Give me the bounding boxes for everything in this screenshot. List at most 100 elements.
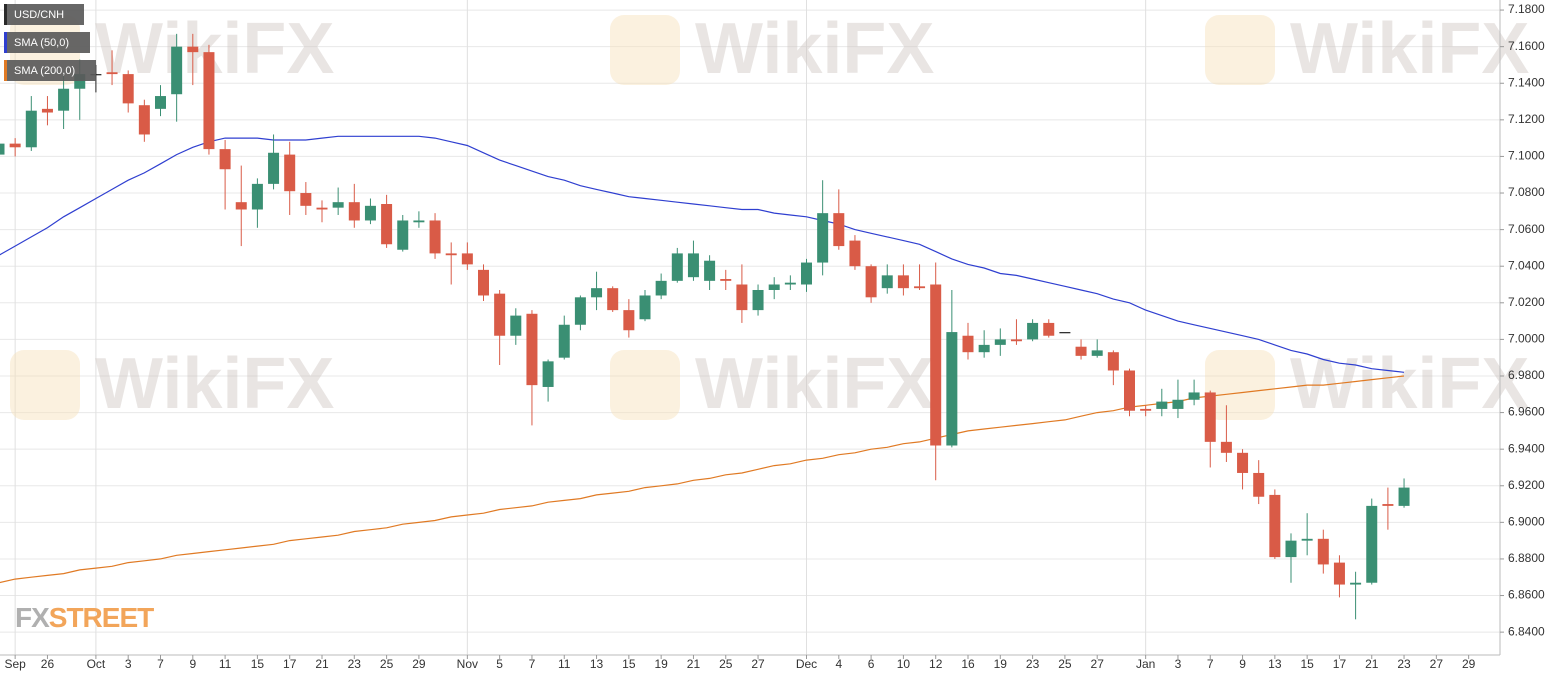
candle-body: [1398, 487, 1410, 506]
watermark: WikiFX: [95, 344, 334, 424]
x-tick-label: 11: [558, 657, 571, 671]
candle-body: [316, 207, 328, 210]
watermark-icon: [610, 15, 680, 85]
candle-body: [187, 46, 199, 53]
candle-body: [1366, 505, 1378, 583]
watermark: WikiFX: [95, 9, 334, 89]
candle-body: [849, 240, 861, 267]
candle-body: [1285, 540, 1297, 558]
candle-body: [1220, 441, 1232, 453]
x-tick-label: Sep: [4, 657, 26, 671]
watermark-icon: [1205, 15, 1275, 85]
candle-body: [655, 280, 667, 296]
candle-body: [768, 284, 780, 290]
x-tick-label: 17: [1333, 657, 1347, 671]
x-tick-label: 4: [835, 657, 842, 671]
x-tick-label: Oct: [87, 657, 106, 671]
legend-label: SMA (200,0): [14, 65, 75, 77]
candle-body: [1075, 346, 1087, 356]
candle-body: [994, 339, 1006, 345]
x-tick-label: Dec: [796, 657, 817, 671]
brand-prefix: FX: [15, 602, 50, 633]
candle-body: [865, 266, 877, 298]
candle-body: [881, 275, 893, 289]
candle-body: [1301, 538, 1313, 541]
x-tick-label: 5: [496, 657, 503, 671]
legend-box: [4, 4, 84, 25]
y-tick-label: 6.9800: [1508, 368, 1545, 382]
candle-body: [0, 143, 5, 155]
candle-body: [510, 315, 522, 336]
legend-swatch: [4, 4, 7, 25]
y-tick-label: 7.0400: [1508, 258, 1545, 272]
candle-body: [1156, 401, 1168, 409]
candle-body: [623, 310, 635, 331]
candle-body: [897, 275, 909, 289]
brand-logo: FXSTREET: [15, 602, 154, 633]
candle-body: [1043, 322, 1055, 336]
candle-body: [574, 297, 586, 325]
x-tick-label: 25: [719, 657, 733, 671]
candle-body: [41, 108, 53, 113]
candle-body: [1107, 352, 1119, 371]
x-tick-label: 7: [157, 657, 164, 671]
candle-body: [833, 213, 845, 247]
candle-body: [1027, 322, 1039, 340]
x-tick-label: 27: [1091, 657, 1105, 671]
candle-body: [542, 361, 554, 387]
watermark-icon: [1205, 350, 1275, 420]
x-tick-label: 23: [1026, 657, 1040, 671]
x-tick-label: 21: [1365, 657, 1379, 671]
watermarks: WikiFX WikiFX WikiFX WikiFX WikiFX WikiFX: [10, 9, 1529, 424]
candle-body: [171, 46, 183, 95]
candle-body: [106, 72, 118, 75]
axes: 6.8400 6.8600 6.8800 6.9000 6.9200 6.9400 6.96…: [4, 2, 1545, 671]
y-tick-label: 7.1200: [1508, 112, 1545, 126]
candle-body: [397, 220, 409, 250]
y-tick-label: 7.1400: [1508, 75, 1545, 89]
y-tick-label: 7.0600: [1508, 222, 1545, 236]
watermark: WikiFX: [695, 344, 934, 424]
x-tick-label: 16: [961, 657, 975, 671]
candle-body: [817, 213, 829, 263]
candle-body: [1091, 350, 1103, 356]
x-tick-label: 9: [1239, 657, 1246, 671]
candle-body: [364, 205, 376, 221]
y-tick-label: 6.8400: [1508, 624, 1545, 638]
candle-body: [461, 253, 473, 265]
candle-body: [25, 110, 37, 148]
candle-body: [1333, 562, 1345, 585]
candle-body: [268, 152, 280, 184]
candle-body: [1140, 408, 1152, 411]
x-tick-label: 23: [1397, 657, 1411, 671]
y-tick-label: 6.9400: [1508, 441, 1545, 455]
candle-body: [526, 313, 538, 386]
candle-body: [930, 284, 942, 446]
candle-body: [429, 220, 441, 254]
plot-area: [0, 33, 1410, 620]
legend-label: SMA (50,0): [14, 37, 69, 49]
candle-body: [1204, 392, 1216, 442]
y-tick-label: 7.0200: [1508, 295, 1545, 309]
watermark-icon: [610, 350, 680, 420]
x-tick-label: 19: [994, 657, 1008, 671]
candle-body: [607, 288, 619, 311]
y-tick-label: 6.9200: [1508, 478, 1545, 492]
legend-label: USD/CNH: [14, 9, 64, 21]
legend-swatch: [4, 32, 7, 53]
candle-body: [914, 286, 926, 289]
candle-body: [1124, 370, 1135, 411]
grid: [0, 0, 1500, 655]
y-tick-label: 7.1000: [1508, 149, 1545, 163]
y-tick-label: 7.1600: [1508, 39, 1545, 53]
x-tick-label: 21: [687, 657, 701, 671]
candle-body: [235, 202, 247, 210]
candle-body: [445, 253, 457, 256]
y-tick-label: 7.0800: [1508, 185, 1545, 199]
x-tick-label: 3: [1175, 657, 1182, 671]
candle-body: [219, 149, 231, 170]
candle-body: [1269, 494, 1281, 558]
x-tick-label: 13: [590, 657, 604, 671]
brand-suffix: STREET: [49, 602, 154, 633]
candle-body: [155, 96, 166, 109]
